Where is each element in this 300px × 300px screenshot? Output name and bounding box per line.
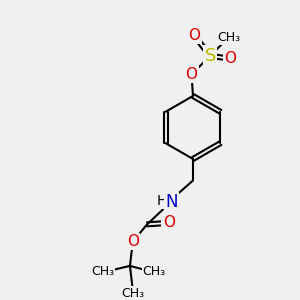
Text: O: O [163,215,175,230]
Text: O: O [127,234,139,249]
Text: CH₃: CH₃ [217,31,240,44]
Text: S: S [205,47,216,65]
Text: H: H [156,194,167,208]
Text: CH₃: CH₃ [121,286,144,300]
Text: CH₃: CH₃ [91,265,114,278]
Text: O: O [188,28,200,43]
Text: O: O [186,67,198,82]
Text: N: N [165,193,178,211]
Text: O: O [224,51,236,66]
Text: CH₃: CH₃ [143,265,166,278]
